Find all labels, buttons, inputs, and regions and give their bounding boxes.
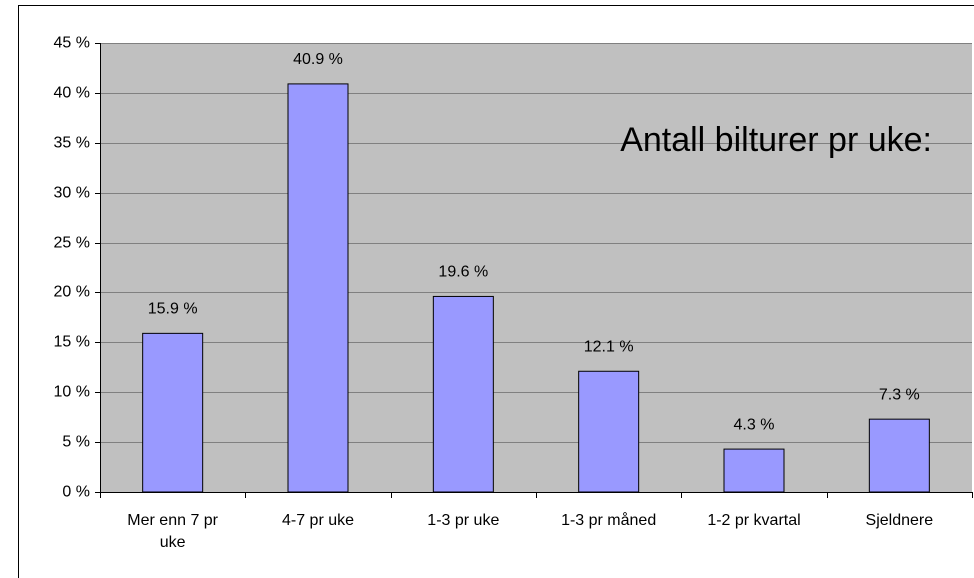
data-label: 19.6 %	[438, 264, 488, 281]
data-label: 15.9 %	[148, 301, 198, 318]
y-tick-label: 45 %	[54, 35, 90, 52]
bar	[868, 418, 930, 493]
y-tick-label: 0 %	[62, 484, 90, 501]
data-label: 12.1 %	[584, 338, 634, 355]
y-tick-label: 15 %	[54, 334, 90, 351]
bar	[723, 448, 785, 493]
bar	[578, 370, 640, 493]
data-label: 4.3 %	[734, 416, 775, 433]
plot-area	[100, 43, 972, 492]
bar	[142, 332, 204, 493]
data-label: 40.9 %	[293, 51, 343, 68]
y-tick-label: 30 %	[54, 185, 90, 202]
x-tick-label: 1-2 pr kvartal	[707, 512, 801, 529]
y-tick-label: 35 %	[54, 135, 90, 152]
x-tick-label: 4-7 pr uke	[281, 512, 355, 529]
data-label: 7.3 %	[879, 386, 920, 403]
chart-title: Antall bilturer pr uke:	[620, 121, 932, 159]
y-tick-label: 5 %	[62, 434, 90, 451]
y-tick-label: 25 %	[54, 235, 90, 252]
y-tick-label: 40 %	[54, 85, 90, 102]
bar	[287, 83, 349, 493]
x-tick-label: 1-3 pr måned	[561, 512, 657, 529]
y-tick-label: 10 %	[54, 384, 90, 401]
x-tick-label: 1-3 pr uke	[427, 512, 500, 529]
bar	[432, 295, 494, 493]
x-tick-label: Sjeldnere	[865, 512, 934, 529]
y-tick-label: 20 %	[54, 284, 90, 301]
x-tick-label: Mer enn 7 pr uke	[127, 512, 219, 551]
